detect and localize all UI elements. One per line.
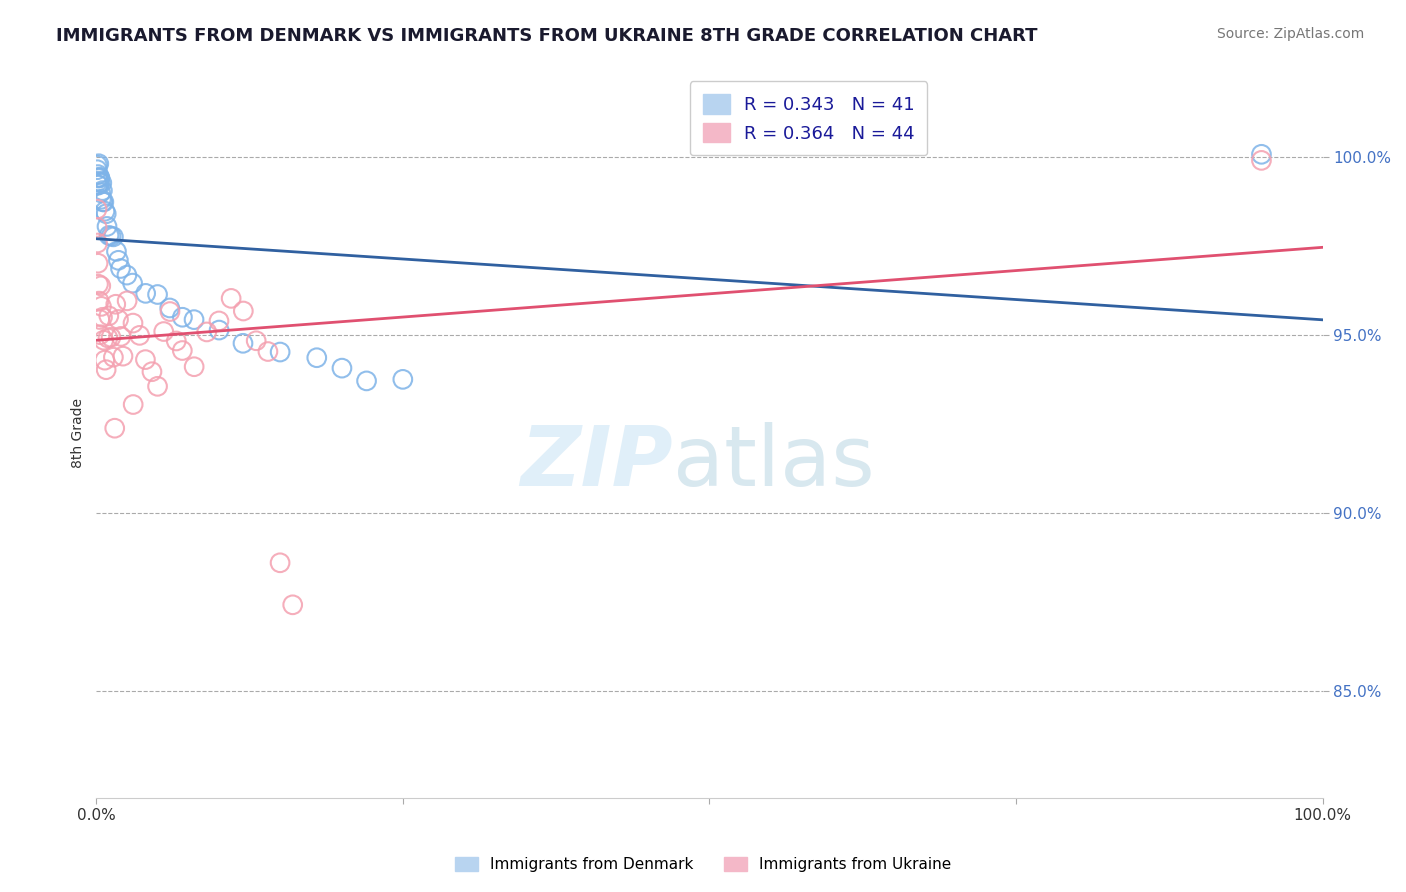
Point [91, 194, 114, 209]
Point [87, 277, 110, 292]
Point [111, 349, 134, 363]
Y-axis label: 8th Grade: 8th Grade [72, 399, 86, 468]
Point [269, 345, 291, 359]
Point [146, 379, 169, 393]
Point [86, 202, 108, 216]
Point [87, 157, 110, 171]
Point [110, 329, 132, 343]
Point [219, 291, 242, 305]
Point [115, 293, 138, 308]
Legend: R = 0.343   N = 41, R = 0.364   N = 44: R = 0.343 N = 41, R = 0.364 N = 44 [690, 81, 928, 155]
Point [103, 350, 125, 364]
Point [330, 361, 353, 376]
Point [89, 327, 111, 342]
Point [93, 194, 115, 209]
Point [245, 334, 267, 348]
Point [87, 168, 110, 182]
Point [91, 184, 114, 198]
Point [107, 312, 129, 326]
Point [1250, 153, 1272, 168]
Point [90, 186, 112, 200]
Point [87, 294, 110, 309]
Point [183, 312, 205, 326]
Point [134, 352, 156, 367]
Text: Source: ZipAtlas.com: Source: ZipAtlas.com [1216, 27, 1364, 41]
Point [89, 171, 111, 186]
Point [97, 309, 120, 323]
Point [86, 220, 108, 235]
Point [172, 310, 194, 325]
Point [152, 325, 174, 339]
Point [87, 174, 110, 188]
Point [87, 256, 110, 270]
Point [305, 351, 328, 365]
Point [208, 314, 231, 328]
Point [208, 323, 231, 337]
Point [1250, 147, 1272, 161]
Point [90, 192, 112, 206]
Point [232, 336, 254, 351]
Point [141, 365, 163, 379]
Point [159, 301, 181, 315]
Point [91, 310, 114, 325]
Point [86, 162, 108, 177]
Point [269, 556, 291, 570]
Point [356, 374, 378, 388]
Point [128, 328, 150, 343]
Text: atlas: atlas [672, 422, 875, 503]
Point [281, 598, 304, 612]
Point [115, 268, 138, 282]
Point [183, 359, 205, 374]
Point [104, 297, 127, 311]
Point [89, 176, 111, 190]
Point [121, 276, 143, 290]
Point [96, 207, 118, 221]
Legend: Immigrants from Denmark, Immigrants from Ukraine: Immigrants from Denmark, Immigrants from… [447, 849, 959, 880]
Point [87, 178, 110, 192]
Point [257, 344, 280, 359]
Point [122, 316, 145, 330]
Point [172, 343, 194, 358]
Point [107, 253, 129, 268]
Point [94, 204, 117, 219]
Point [146, 287, 169, 301]
Point [89, 312, 111, 326]
Point [98, 228, 121, 243]
Point [110, 261, 132, 276]
Point [103, 230, 125, 244]
Point [392, 372, 415, 386]
Point [97, 331, 120, 345]
Point [86, 171, 108, 186]
Point [104, 421, 127, 435]
Point [89, 170, 111, 185]
Point [159, 304, 181, 318]
Point [94, 362, 117, 376]
Point [90, 176, 112, 190]
Point [94, 353, 117, 368]
Point [100, 330, 122, 344]
Point [135, 286, 157, 301]
Point [86, 235, 108, 250]
Point [122, 398, 145, 412]
Point [86, 158, 108, 172]
Point [90, 278, 112, 293]
Point [232, 304, 254, 318]
Point [93, 333, 115, 347]
Text: ZIP: ZIP [520, 422, 672, 503]
Point [165, 334, 187, 348]
Point [90, 299, 112, 313]
Point [96, 219, 118, 234]
Point [87, 178, 110, 192]
Point [105, 244, 128, 259]
Text: IMMIGRANTS FROM DENMARK VS IMMIGRANTS FROM UKRAINE 8TH GRADE CORRELATION CHART: IMMIGRANTS FROM DENMARK VS IMMIGRANTS FR… [56, 27, 1038, 45]
Point [195, 325, 218, 339]
Point [100, 229, 122, 244]
